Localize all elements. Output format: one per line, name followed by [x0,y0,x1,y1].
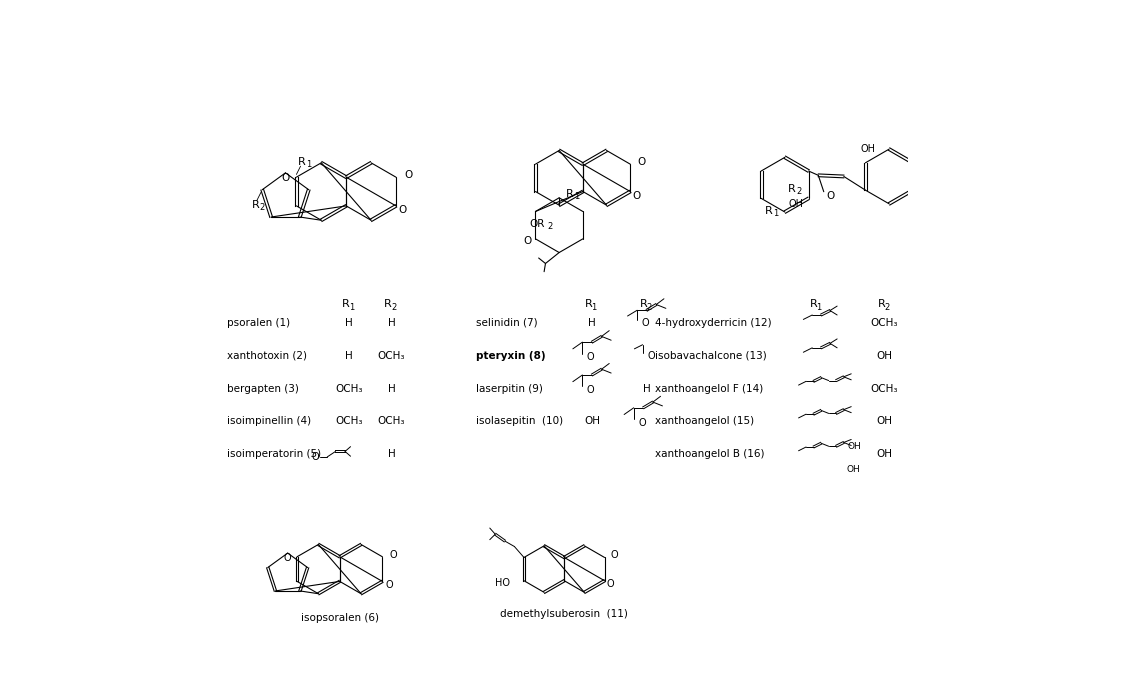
Text: H: H [345,351,353,360]
Text: 1: 1 [306,160,311,170]
Text: xanthotoxin (2): xanthotoxin (2) [228,351,308,360]
Text: isolasepitin  (10): isolasepitin (10) [475,417,563,426]
Text: O: O [637,157,645,167]
Text: O: O [638,418,645,428]
Text: H: H [345,318,353,328]
Text: OH: OH [876,351,892,360]
Text: R: R [585,300,592,309]
Text: O: O [282,173,290,183]
Text: OCH₃: OCH₃ [335,384,363,393]
Text: OH: OH [789,199,804,209]
Text: O: O [385,580,393,590]
Text: 1: 1 [773,209,778,218]
Text: H: H [387,384,395,393]
Text: xanthoangelol (15): xanthoangelol (15) [655,417,754,426]
Text: R: R [298,157,306,167]
Text: R: R [878,300,886,309]
Text: R: R [809,300,817,309]
Text: O: O [404,170,412,180]
Text: O: O [389,550,397,560]
Text: O: O [523,236,531,246]
Text: O: O [826,191,834,201]
Text: O: O [284,553,292,563]
Text: OH: OH [860,144,876,154]
Text: xanthoangelol F (14): xanthoangelol F (14) [655,384,763,393]
Text: OCH₃: OCH₃ [335,417,363,426]
Text: 4-hydroxyderricin (12): 4-hydroxyderricin (12) [655,318,772,328]
Text: R: R [640,300,648,309]
Text: OCH₃: OCH₃ [871,318,898,328]
Text: R: R [566,189,574,199]
Text: O: O [398,205,406,215]
Text: O: O [648,351,654,360]
Text: 2: 2 [885,302,890,312]
Text: O: O [311,452,319,462]
Text: OR: OR [530,219,546,229]
Text: isobavachalcone (13): isobavachalcone (13) [655,351,766,360]
Text: 1: 1 [574,192,578,201]
Text: OH: OH [848,442,861,451]
Text: isopsoralen (6): isopsoralen (6) [301,614,379,623]
Text: selinidin (7): selinidin (7) [475,318,538,328]
Text: O: O [642,317,649,328]
Text: OH: OH [847,464,860,474]
Text: R: R [251,200,259,210]
Text: HO: HO [496,578,511,588]
Text: 2: 2 [391,302,396,312]
Text: R: R [384,300,392,309]
Text: 1: 1 [349,302,354,312]
Text: demethylsuberosin  (11): demethylsuberosin (11) [500,609,628,618]
Text: 2: 2 [259,203,265,212]
Text: H: H [589,318,595,328]
Text: xanthoangelol B (16): xanthoangelol B (16) [655,449,764,459]
Text: 2: 2 [548,222,554,231]
Text: OCH₃: OCH₃ [378,417,405,426]
Text: O: O [611,551,618,560]
Text: OH: OH [876,417,892,426]
Text: R: R [764,206,772,215]
Text: O: O [586,352,594,362]
Text: H: H [387,449,395,459]
Text: OCH₃: OCH₃ [871,384,898,393]
Text: 2: 2 [797,187,801,196]
Text: 2: 2 [646,302,651,312]
Text: OCH₃: OCH₃ [378,351,405,360]
Text: OH: OH [876,449,892,459]
Text: O: O [633,191,641,200]
Text: OH: OH [584,417,600,426]
Text: 1: 1 [591,302,597,312]
Text: R: R [342,300,350,309]
Text: pteryxin (8): pteryxin (8) [475,351,546,360]
Text: R: R [788,184,796,194]
Text: O: O [607,579,615,589]
Text: H: H [643,384,651,393]
Text: psoralen (1): psoralen (1) [228,318,291,328]
Text: H: H [387,318,395,328]
Text: 1: 1 [816,302,822,312]
Text: isoimpinellin (4): isoimpinellin (4) [228,417,311,426]
Text: isoimperatorin (5): isoimperatorin (5) [228,449,321,459]
Text: bergapten (3): bergapten (3) [228,384,299,393]
Text: laserpitin (9): laserpitin (9) [475,384,542,393]
Text: O: O [586,385,594,395]
